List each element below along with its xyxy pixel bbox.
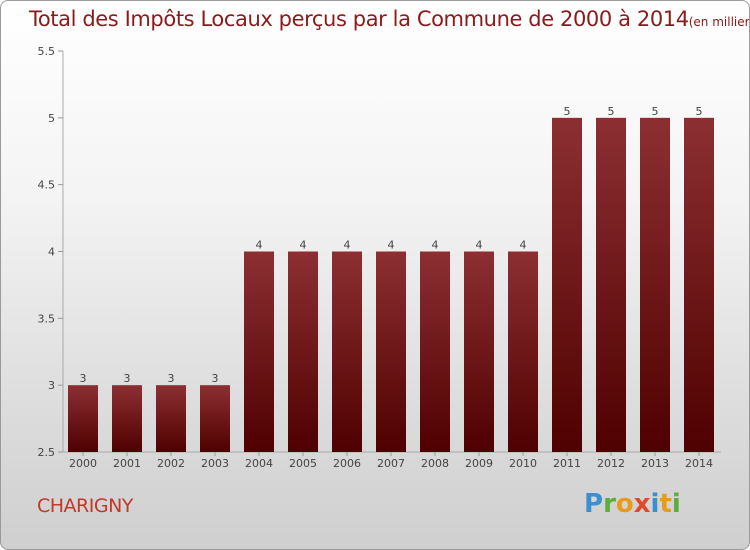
bar-value-label: 3 xyxy=(124,372,131,385)
bar-2007 xyxy=(376,251,406,452)
bar-2011 xyxy=(552,117,582,452)
x-tick-label: 2008 xyxy=(421,457,449,470)
bar-value-label: 3 xyxy=(168,372,175,385)
logo-letter: i xyxy=(650,489,660,519)
bar-2004 xyxy=(244,251,274,452)
bar-value-label: 4 xyxy=(344,239,351,252)
x-tick-label: 2005 xyxy=(289,457,317,470)
x-tick-label: 2009 xyxy=(465,457,493,470)
bar-value-label: 5 xyxy=(564,105,571,118)
bar-2010 xyxy=(508,251,538,452)
bar-value-label: 5 xyxy=(696,105,703,118)
bar-2009 xyxy=(464,251,494,452)
bar-2012 xyxy=(596,117,626,452)
bar-value-label: 5 xyxy=(652,105,659,118)
y-tick-label: 5.5 xyxy=(38,45,56,58)
chart-title-main: Total des Impôts Locaux perçus par la Co… xyxy=(29,7,689,31)
x-tick-label: 2006 xyxy=(333,457,361,470)
bar-2006 xyxy=(332,251,362,452)
bar-value-label: 5 xyxy=(608,105,615,118)
chart-subtitle: (en milliers d'€) xyxy=(688,15,750,29)
commune-name: CHARIGNY xyxy=(37,495,133,517)
y-tick-label: 2.5 xyxy=(38,446,56,459)
y-tick-label: 4 xyxy=(48,246,55,259)
logo-letter: t xyxy=(659,489,672,519)
chart-title: Total des Impôts Locaux perçus par la Co… xyxy=(29,7,750,31)
logo-letter: r xyxy=(603,489,616,519)
x-tick-label: 2013 xyxy=(641,457,669,470)
bar-value-label: 3 xyxy=(80,372,87,385)
bar-value-label: 3 xyxy=(212,372,219,385)
y-tick-label: 3.5 xyxy=(38,312,56,325)
logo-letter: P xyxy=(584,489,604,519)
x-tick-label: 2012 xyxy=(597,457,625,470)
bar-value-label: 4 xyxy=(256,239,263,252)
proxiti-logo: Proxiti xyxy=(584,489,681,519)
y-tick-label: 5 xyxy=(48,112,55,125)
bar-value-label: 4 xyxy=(300,239,307,252)
logo-letter: i xyxy=(671,489,681,519)
x-tick-label: 2004 xyxy=(245,457,273,470)
bar-2014 xyxy=(684,117,714,452)
bar-2001 xyxy=(112,385,142,452)
bar-2002 xyxy=(156,385,186,452)
bar-value-label: 4 xyxy=(432,239,439,252)
x-tick-label: 2014 xyxy=(685,457,713,470)
x-tick-label: 2000 xyxy=(69,457,97,470)
bar-2003 xyxy=(200,385,230,452)
x-tick-label: 2002 xyxy=(157,457,185,470)
x-tick-label: 2011 xyxy=(553,457,581,470)
bar-value-label: 4 xyxy=(476,239,483,252)
bar-value-label: 4 xyxy=(388,239,395,252)
x-tick-label: 2010 xyxy=(509,457,537,470)
bar-2013 xyxy=(640,117,670,452)
bar-value-label: 4 xyxy=(520,239,527,252)
y-tick-label: 3 xyxy=(48,379,55,392)
x-tick-label: 2001 xyxy=(113,457,141,470)
y-tick-label: 4.5 xyxy=(38,179,56,192)
x-tick-label: 2003 xyxy=(201,457,229,470)
bar-2000 xyxy=(68,385,98,452)
bar-2005 xyxy=(288,251,318,452)
bar-2008 xyxy=(420,251,450,452)
logo-letter: x xyxy=(633,489,651,519)
x-tick-label: 2007 xyxy=(377,457,405,470)
logo-letter: o xyxy=(615,489,634,519)
